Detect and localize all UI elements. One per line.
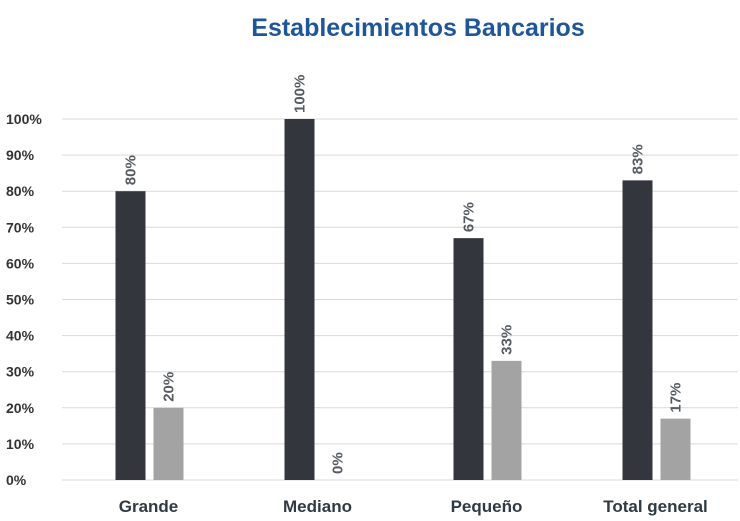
bar xyxy=(453,238,484,480)
bar xyxy=(660,418,691,480)
x-tick-label: Pequeño xyxy=(451,497,523,516)
data-label: 67% xyxy=(461,202,478,232)
y-axis-ticks: 0% 10% 20% 30% 40% 50% 60% 70% 80% 90% 100% xyxy=(6,111,42,488)
data-label: 0% xyxy=(330,452,347,474)
bar xyxy=(491,360,522,480)
x-tick-label: Mediano xyxy=(283,497,352,516)
data-labels: 80% 20% 100% 0% 67% 33% 83% 17% xyxy=(123,75,685,474)
y-tick-label: 90% xyxy=(6,147,35,163)
x-tick-label: Total general xyxy=(603,497,708,516)
data-label: 83% xyxy=(630,144,647,174)
y-tick-label: 60% xyxy=(6,255,35,271)
y-tick-label: 30% xyxy=(6,364,35,380)
data-label: 100% xyxy=(292,75,309,113)
y-tick-label: 50% xyxy=(6,292,35,308)
bar xyxy=(284,119,315,480)
data-label: 33% xyxy=(499,325,516,355)
y-tick-label: 100% xyxy=(6,111,42,127)
y-tick-label: 70% xyxy=(6,219,35,235)
x-tick-label: Grande xyxy=(119,497,179,516)
chart-title: Establecimientos Bancarios xyxy=(251,14,584,42)
y-tick-label: 80% xyxy=(6,183,35,199)
bars xyxy=(115,119,691,480)
data-label: 20% xyxy=(161,372,178,402)
y-tick-label: 40% xyxy=(6,328,35,344)
y-tick-label: 10% xyxy=(6,436,35,452)
y-tick-label: 20% xyxy=(6,400,35,416)
bar xyxy=(153,407,184,480)
bar xyxy=(115,191,146,480)
bar xyxy=(622,180,653,480)
data-label: 80% xyxy=(123,155,140,185)
x-axis-ticks: Grande Mediano Pequeño Total general xyxy=(119,497,708,516)
data-label: 17% xyxy=(668,383,685,413)
y-tick-label: 0% xyxy=(6,472,27,488)
